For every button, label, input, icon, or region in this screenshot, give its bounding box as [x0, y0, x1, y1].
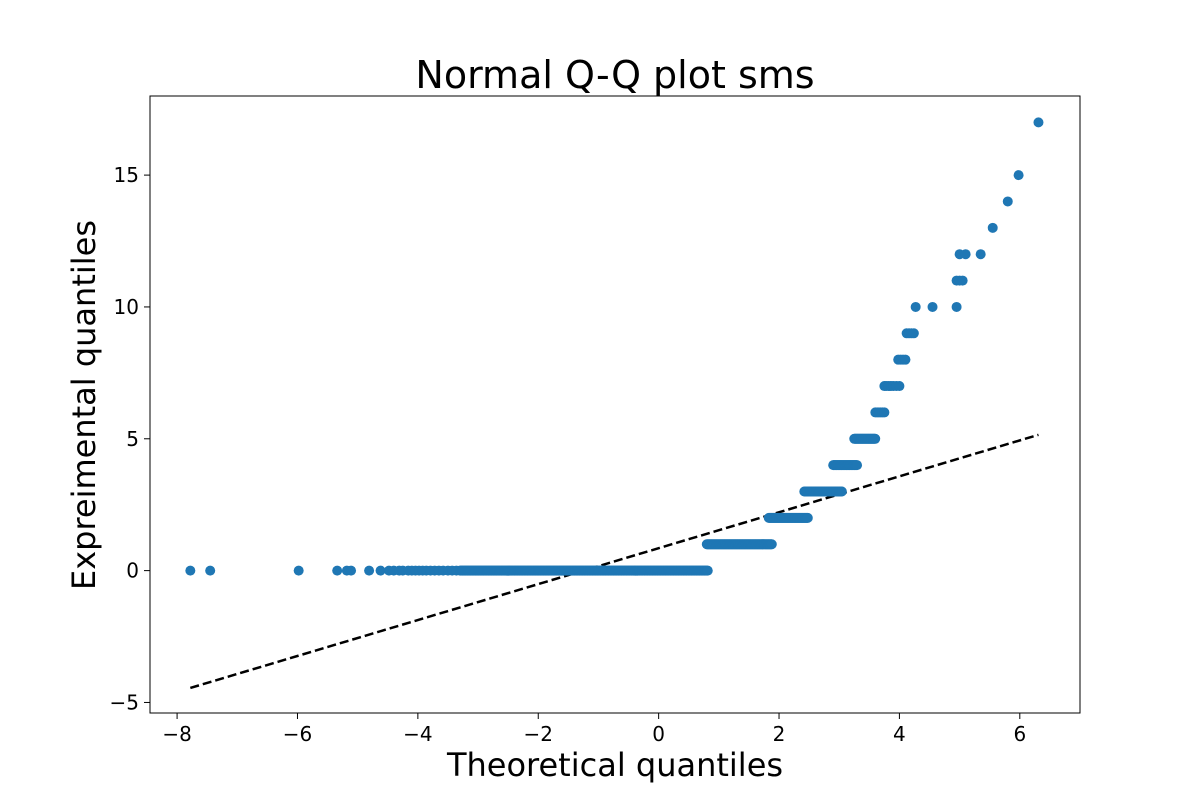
- data-point: [908, 328, 919, 339]
- reference-line-layer: [189, 433, 1039, 690]
- x-tick-label: −6: [283, 722, 312, 746]
- data-point: [346, 565, 357, 576]
- data-point: [293, 565, 304, 576]
- data-point: [987, 222, 998, 233]
- x-tick-label: 6: [1013, 722, 1026, 746]
- data-point: [960, 249, 971, 260]
- data-point: [927, 301, 938, 312]
- data-points: [185, 117, 1044, 576]
- plot-frame: [149, 95, 1081, 714]
- y-axis-label: Expreimental quantiles: [65, 220, 103, 590]
- data-point: [870, 433, 881, 444]
- data-point: [975, 249, 986, 260]
- y-tick-label: 10: [114, 295, 139, 319]
- data-point: [1033, 117, 1044, 128]
- x-tick-label: −2: [524, 722, 553, 746]
- data-point: [205, 565, 216, 576]
- x-axis: −8 −6 −4 −2 0 2 4 6: [162, 713, 1026, 746]
- x-tick-label: −8: [162, 722, 191, 746]
- data-point: [766, 539, 777, 550]
- y-tick-label: 15: [114, 163, 139, 187]
- y-axis: −5 0 5 10 15: [110, 163, 150, 714]
- data-point: [364, 565, 375, 576]
- data-point: [836, 486, 847, 497]
- data-point: [1013, 170, 1024, 181]
- data-point: [894, 381, 905, 392]
- x-tick-label: 4: [893, 722, 906, 746]
- data-point: [951, 301, 962, 312]
- data-point: [852, 460, 863, 471]
- x-tick-label: −4: [403, 722, 432, 746]
- reference-line: [189, 433, 1039, 690]
- y-tick-label: −5: [110, 690, 139, 714]
- y-tick-label: 5: [126, 427, 139, 451]
- data-point: [332, 565, 343, 576]
- data-point: [1002, 196, 1013, 207]
- y-tick-label: 0: [126, 559, 139, 583]
- data-point: [879, 407, 890, 418]
- x-tick-label: 0: [652, 722, 665, 746]
- data-point: [957, 275, 968, 286]
- plot-area: [185, 117, 1044, 690]
- data-point: [185, 565, 196, 576]
- data-point: [910, 301, 921, 312]
- data-point: [375, 565, 386, 576]
- chart-title: Normal Q-Q plot sms: [415, 53, 814, 97]
- data-point: [702, 565, 713, 576]
- x-tick-label: 2: [773, 722, 786, 746]
- data-point: [900, 354, 911, 365]
- x-axis-label: Theoretical quantiles: [446, 746, 783, 784]
- data-point: [802, 512, 813, 523]
